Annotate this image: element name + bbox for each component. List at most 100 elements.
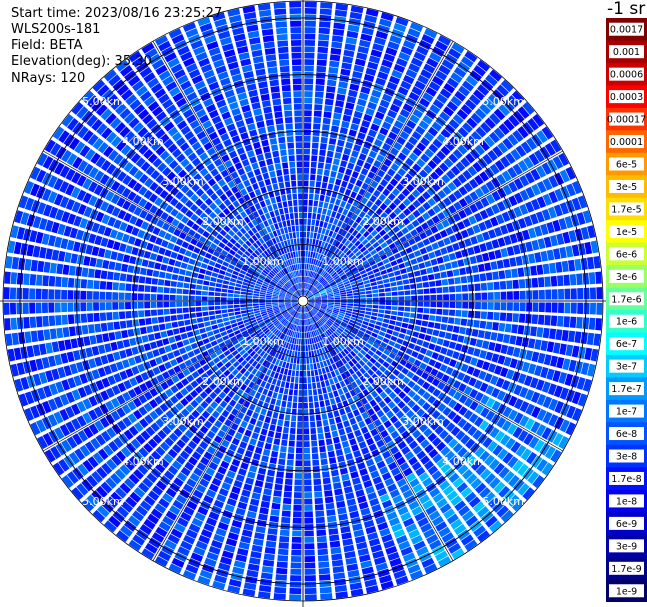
ppi-cell — [287, 446, 295, 454]
ppi-cell — [350, 471, 359, 479]
ppi-cell — [172, 349, 181, 358]
ppi-cell — [131, 284, 139, 292]
ppi-cell — [313, 395, 319, 402]
ppi-cell — [369, 278, 377, 283]
ppi-cell — [524, 171, 535, 184]
ppi-cell — [265, 302, 272, 305]
ppi-cell — [10, 272, 18, 285]
ppi-cell — [343, 544, 355, 553]
ppi-cell — [303, 447, 311, 454]
ppi-cell — [358, 310, 366, 314]
ppi-cell — [452, 212, 462, 222]
ppi-cell — [260, 380, 267, 388]
ppi-cell — [295, 466, 302, 473]
ppi-cell — [506, 280, 513, 290]
ppi-cell — [501, 170, 512, 182]
ppi-cell — [479, 243, 487, 253]
ppi-cell — [286, 401, 292, 409]
ppi-cell — [272, 297, 278, 300]
ppi-cell — [314, 294, 321, 298]
ppi-cell — [479, 382, 489, 393]
ppi-cell — [221, 284, 229, 289]
ppi-cell — [303, 441, 310, 448]
ppi-cell — [359, 307, 366, 311]
ppi-cell — [321, 255, 326, 262]
ppi-cell — [204, 275, 211, 281]
ppi-cell — [543, 236, 552, 248]
ppi-cell — [240, 310, 248, 314]
ppi-cell — [303, 180, 309, 187]
ppi-cell — [558, 371, 568, 385]
ppi-cell — [93, 312, 100, 322]
ppi-cell — [360, 298, 366, 301]
ppi-sectors — [3, 1, 603, 601]
ppi-cell — [261, 565, 274, 574]
ppi-cell — [307, 276, 310, 283]
ppi-cell — [296, 338, 299, 345]
ppi-cell — [315, 516, 325, 524]
ppi-cell — [307, 383, 312, 390]
ppi-cell — [381, 121, 392, 130]
ppi-cell — [290, 555, 302, 563]
ppi-cell — [330, 547, 342, 555]
ppi-cell — [352, 289, 359, 293]
ppi-cell — [329, 245, 335, 252]
ppi-cell — [506, 291, 513, 300]
ppi-cell — [317, 168, 324, 176]
ppi-cell — [372, 117, 383, 126]
ppi-cell — [472, 89, 485, 101]
ppi-cell — [258, 434, 266, 442]
ppi-cell — [452, 325, 460, 334]
ppi-cell — [518, 279, 526, 289]
ppi-cell — [448, 193, 457, 203]
ppi-cell — [105, 302, 112, 311]
ppi-cell — [143, 250, 152, 259]
ppi-cell — [314, 304, 321, 308]
ppi-cell — [362, 249, 370, 256]
ppi-cell — [240, 291, 247, 295]
ppi-cell — [436, 338, 444, 346]
ppi-cell — [457, 144, 468, 155]
ppi-cell — [441, 374, 450, 383]
ppi-cell — [442, 309, 449, 316]
ppi-cell — [343, 446, 352, 455]
ppi-cell — [340, 68, 351, 77]
ppi-cell — [51, 341, 60, 353]
ppi-cell — [553, 342, 561, 354]
ppi-cell — [210, 255, 218, 262]
ppi-cell — [350, 5, 364, 14]
ppi-cell — [170, 287, 177, 294]
ppi-cell — [335, 494, 345, 502]
ppi-cell — [306, 291, 311, 297]
ppi-cell — [446, 270, 454, 278]
ppi-cell — [467, 310, 475, 318]
ppi-cell — [517, 125, 529, 139]
ppi-cell — [276, 561, 288, 568]
ppi-cell — [310, 174, 316, 181]
ppi-cell — [358, 285, 365, 289]
ppi-cell — [147, 260, 155, 269]
ppi-cell — [303, 161, 310, 168]
ppi-cell — [355, 250, 362, 257]
ppi-cell — [451, 42, 465, 54]
ppi-cell — [48, 275, 56, 287]
ppi-cell — [530, 391, 541, 404]
ppi-cell — [67, 277, 75, 288]
ppi-cell — [352, 229, 359, 237]
ppi-cell — [366, 294, 373, 298]
ppi-cell — [314, 104, 323, 111]
ppi-cell — [95, 334, 104, 344]
ppi-cell — [547, 383, 557, 396]
ppi-cell — [477, 330, 485, 339]
ppi-cell — [299, 364, 303, 371]
ppi-cell — [272, 302, 278, 305]
ppi-cell — [413, 359, 422, 367]
ppi-cell — [271, 378, 277, 385]
ppi-cell — [172, 244, 181, 253]
ppi-cell — [307, 338, 310, 345]
ppi-cell — [385, 296, 392, 301]
ppi-cell — [343, 108, 353, 116]
ppi-cell — [220, 297, 227, 301]
ppi-cell — [331, 553, 343, 561]
ppi-cell — [331, 559, 344, 567]
